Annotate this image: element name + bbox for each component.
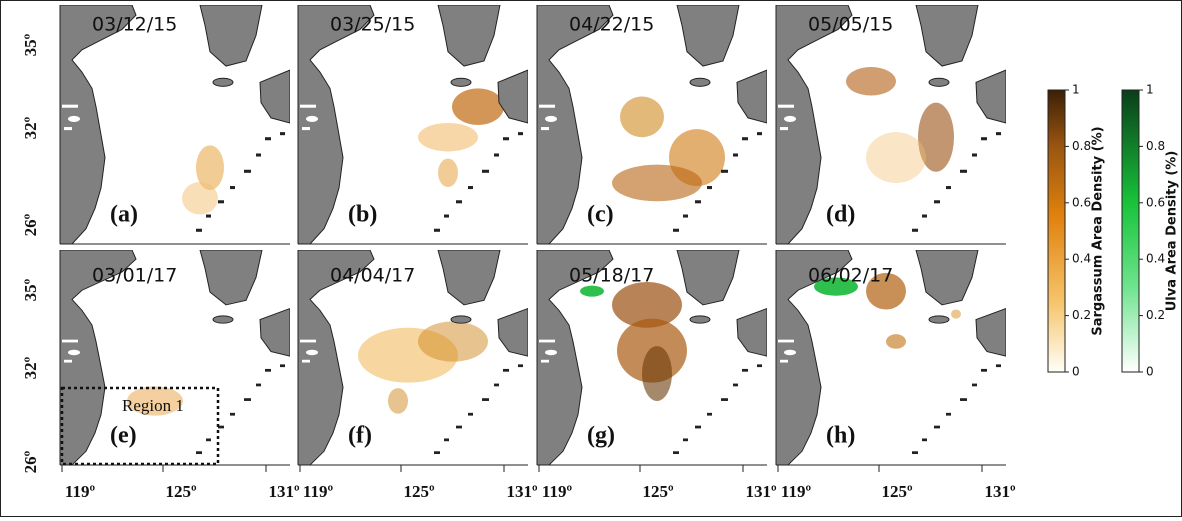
algae-patch [612,282,682,328]
lon-label: 119º [542,482,573,501]
colorbar-tick-label: 0.2 [1146,308,1165,322]
panel-date: 03/12/15 [92,14,177,36]
panel-date: 04/04/17 [330,265,415,287]
lon-label: 119º [303,482,334,501]
colorbar-tick-label: 0 [1146,365,1154,379]
algae-patch [452,88,504,126]
ulva-colorbar [1121,89,1140,373]
lon-label: 125º [642,482,674,501]
map-panel [298,5,528,244]
lon-label: 131º [268,482,300,501]
panel-date: 03/25/15 [330,14,415,36]
algae-patch [182,181,218,215]
algae-patch [846,67,896,96]
lon-label: 119º [65,482,96,501]
colorbar-tick-label: 1 [1072,83,1080,97]
panel-date: 05/05/15 [808,14,893,36]
lon-label: 125º [165,482,197,501]
algae-patch [418,122,478,152]
colorbar-label: Sargassum Area Density (%) [1091,126,1106,335]
lat-label: 26º [21,450,40,473]
algae-patch [438,158,458,188]
map-panel [776,5,1006,244]
panel-letter: (d) [826,202,855,228]
algae-patch [951,309,961,319]
colorbar-tick-label: 0 [1072,365,1080,379]
algae-patch [612,164,702,202]
map-panel [776,250,1006,465]
lon-label: 131º [984,482,1016,501]
panel-letter: (f) [348,423,372,449]
colorbar-tick-label: 0.2 [1072,308,1091,322]
colorbar-tick-label: 0.8 [1146,139,1165,153]
algae-patch [620,96,664,138]
map-panel [298,250,528,465]
algae-patch [814,277,858,296]
colorbar-tick-label: 0.8 [1072,139,1091,153]
algae-patch [918,102,954,172]
algae-patch [127,386,183,416]
colorbar-tick-label: 0.6 [1072,195,1091,209]
algae-patch [866,272,906,310]
lat-label: 32º [21,356,40,379]
map-panel [60,5,290,244]
lat-label: 35º [21,33,40,56]
lon-label: 119º [781,482,812,501]
algae-patch [580,285,604,297]
panel-date: 05/18/17 [569,265,654,287]
lon-label: 131º [506,482,538,501]
map-panel [537,250,767,465]
region-label: Region 1 [122,396,184,415]
algae-patch [866,132,926,183]
algae-patch [642,346,672,401]
algae-patch [388,388,408,414]
lat-label: 35º [21,278,40,301]
panel-date: 04/22/15 [569,14,654,36]
panel-letter: (h) [826,423,855,449]
colorbar-tick-label: 1 [1146,83,1154,97]
colorbar-label: Ulva Area Density (%) [1165,151,1180,312]
region-box [60,386,220,466]
lat-label: 26º [21,213,40,236]
panel-letter: (c) [587,202,614,228]
algae-patch [418,321,488,362]
lon-label: 131º [745,482,777,501]
panel-date: 03/01/17 [92,265,177,287]
sargassum-colorbar [1047,89,1066,373]
panel-letter: (a) [110,202,138,228]
panel-letter: (g) [587,423,615,449]
lon-label: 125º [881,482,913,501]
colorbar-tick-label: 0.4 [1072,252,1091,266]
algae-patch [196,145,224,191]
colorbar-tick-label: 0.4 [1146,252,1165,266]
algae-patch [886,334,906,349]
panel-letter: (b) [348,202,377,228]
map-panel [537,5,767,244]
map-panel [60,250,290,465]
panel-letter: (e) [110,423,137,449]
colorbar-tick-label: 0.6 [1146,195,1165,209]
lon-label: 125º [403,482,435,501]
panel-date: 06/02/17 [808,265,893,287]
lat-label: 32º [21,116,40,139]
